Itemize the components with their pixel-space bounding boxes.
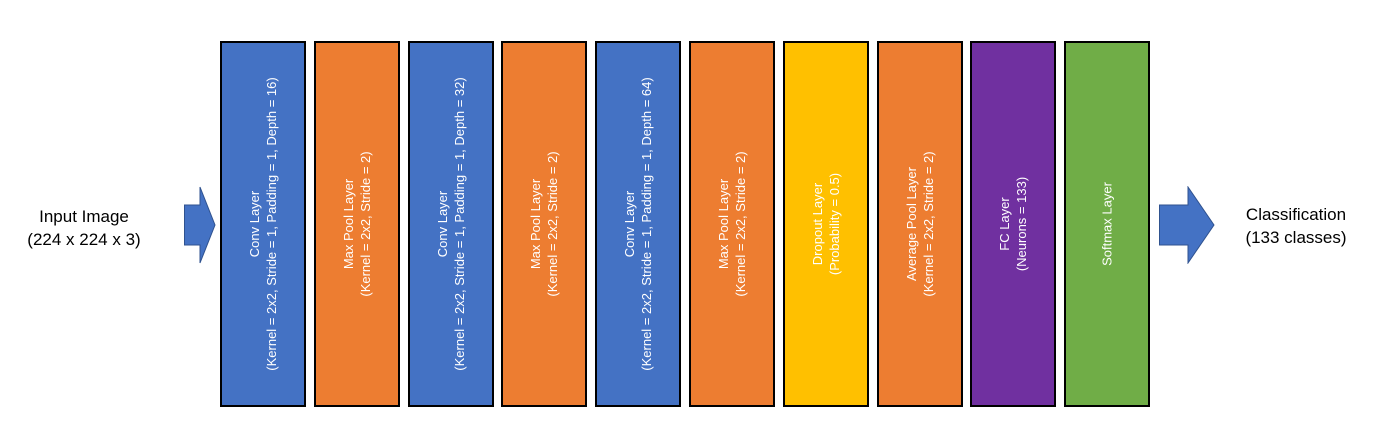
layer-params: (Kernel = 2x2, Stride = 2): [545, 151, 560, 297]
layer-box-pool: Max Pool Layer (Kernel = 2x2, Stride = 2): [501, 41, 587, 407]
layer-box-conv: Conv Layer (Kernel = 2x2, Stride = 1, Pad…: [220, 41, 306, 407]
layer-params: (Kernel = 2x2, Stride = 1, Padding = 1, …: [452, 77, 467, 371]
layer-label: Max Pool Layer (Kernel = 2x2, Stride = 2): [527, 151, 561, 296]
layer-params: (Neurons = 133): [1014, 176, 1029, 272]
layer-label: FC Layer (Neurons = 133): [996, 177, 1030, 271]
layer-box-pool: Average Pool Layer (Kernel = 2x2, Stride …: [877, 41, 963, 407]
layer-title: FC Layer: [997, 197, 1012, 251]
classification-classes: (133 classes): [1245, 228, 1347, 247]
layer-label: Average Pool Layer (Kernel = 2x2, Stride …: [903, 151, 937, 296]
layer-label: Softmax Layer: [1099, 182, 1116, 266]
layer-title: Max Pool Layer: [341, 178, 356, 270]
layer-title: Conv Layer: [247, 190, 262, 258]
layer-box-conv: Conv Layer (Kernel = 2x2, Stride = 1, Pad…: [595, 41, 681, 407]
input-arrow-icon: [184, 186, 216, 264]
layer-box-softmax: Softmax Layer: [1064, 41, 1150, 407]
input-image-label: Input Image (224 x 224 x 3): [8, 205, 160, 251]
layer-label: Conv Layer (Kernel = 2x2, Stride = 1, Pad…: [246, 77, 280, 370]
layer-title: Conv Layer: [435, 190, 450, 258]
output-arrow-shape: [1159, 186, 1215, 264]
layer-box-fc: FC Layer (Neurons = 133): [970, 41, 1056, 407]
layer-label: Conv Layer (Kernel = 2x2, Stride = 1, Pad…: [621, 77, 655, 370]
layer-title: Average Pool Layer: [904, 167, 919, 281]
input-arrow-shape: [184, 186, 216, 264]
input-image-title: Input Image: [39, 207, 129, 226]
layer-params: (Kernel = 2x2, Stride = 2): [733, 151, 748, 297]
layer-params: (Kernel = 2x2, Stride = 1, Padding = 1, …: [639, 77, 654, 371]
layer-box-pool: Max Pool Layer (Kernel = 2x2, Stride = 2): [314, 41, 400, 407]
layer-label: Max Pool Layer (Kernel = 2x2, Stride = 2): [715, 151, 749, 296]
layer-params: (Kernel = 2x2, Stride = 2): [921, 151, 936, 297]
layer-params: (Kernel = 2x2, Stride = 1, Padding = 1, …: [264, 77, 279, 371]
layer-label: Dropout Layer (Probability = 0.5): [809, 173, 843, 275]
layer-label: Conv Layer (Kernel = 2x2, Stride = 1, Pad…: [434, 77, 468, 370]
input-image-dimensions: (224 x 224 x 3): [27, 230, 141, 249]
classification-title: Classification: [1245, 205, 1347, 224]
layer-title: Max Pool Layer: [528, 178, 543, 270]
layer-box-conv: Conv Layer (Kernel = 2x2, Stride = 1, Pad…: [408, 41, 494, 407]
layer-title: Dropout Layer: [810, 182, 825, 266]
layer-params: (Probability = 0.5): [827, 172, 842, 276]
layer-params: (Kernel = 2x2, Stride = 2): [358, 151, 373, 297]
layer-title: Softmax Layer: [1099, 182, 1115, 266]
layer-title: Max Pool Layer: [716, 178, 731, 270]
layer-title: Conv Layer: [622, 190, 637, 258]
layer-box-dropout: Dropout Layer (Probability = 0.5): [783, 41, 869, 407]
layer-label: Max Pool Layer (Kernel = 2x2, Stride = 2): [340, 151, 374, 296]
layer-box-pool: Max Pool Layer (Kernel = 2x2, Stride = 2): [689, 41, 775, 407]
output-arrow-icon: [1159, 186, 1215, 264]
classification-label: Classification (133 classes): [1222, 203, 1370, 249]
